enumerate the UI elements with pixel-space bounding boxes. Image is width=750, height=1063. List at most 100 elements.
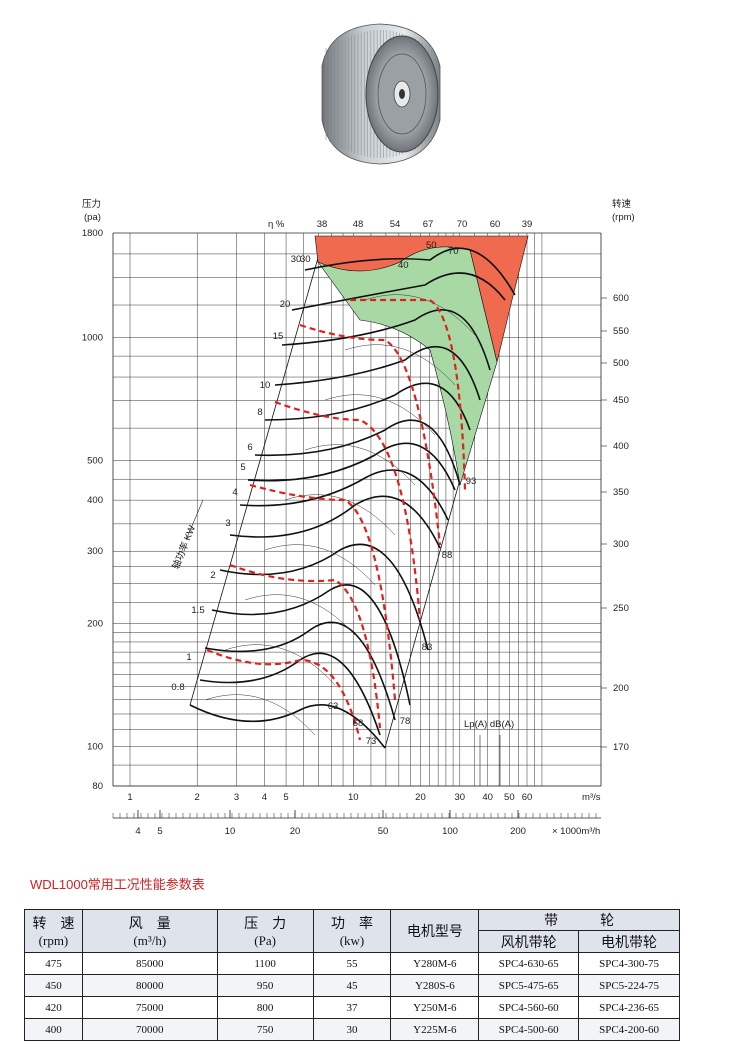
efficiency-label: η %: [268, 219, 285, 230]
table-row: 475 85000 1100 55 Y280M-6 SPC4-630-65 SPC4-300…: [24, 952, 680, 975]
fan-speed-curve: [291, 272, 506, 311]
x-bottom-tick: 10: [225, 826, 236, 837]
table-row: 420 75000 800 37 Y250M-6 SPC4-560-60 SPC4-236-…: [24, 996, 680, 1019]
efficiency-inner-label: 50: [426, 240, 437, 251]
x-bottom-tick: 5: [157, 826, 162, 837]
table-cell: 450: [24, 974, 83, 997]
table-cell: 475: [24, 952, 83, 975]
iso-efficiency-curve: [264, 544, 376, 586]
efficiency-inner-label: 40: [398, 260, 409, 271]
x-top-tick: 1: [127, 792, 132, 803]
y-right-tick: 600: [613, 293, 629, 304]
fan-speed-curve: [239, 469, 449, 521]
fan-speed-curve: [264, 382, 471, 431]
header-fan-pulley: 风机带轮: [478, 930, 580, 953]
x-top-tick: 60: [522, 792, 533, 803]
noise-tick: 73: [366, 736, 377, 747]
x-bottom-tick: 200: [510, 826, 526, 837]
y-right-tick: 350: [613, 487, 629, 498]
table-cell: 950: [216, 974, 314, 997]
shaft-power-label: 轴功率 KW: [170, 524, 199, 572]
iso-efficiency-curve: [364, 294, 476, 336]
y-right-tick: 500: [613, 358, 629, 369]
shaft-power-tick: 5: [240, 462, 245, 473]
shaft-power-tick: 10: [260, 380, 271, 391]
noise-tick: 88: [442, 550, 453, 561]
header-pressure: 压 力 (Pa): [216, 909, 314, 953]
table-cell: 70000: [81, 1018, 218, 1041]
shaft-power-tick: 3: [225, 518, 230, 529]
shaft-power-tick: 4: [232, 487, 237, 498]
x-bottom-tick: 50: [378, 826, 389, 837]
y-right-tick: 170: [613, 742, 629, 753]
table-cell: SPC4-200-60: [578, 1018, 680, 1041]
left-boundary: [189, 257, 319, 706]
shaft-power-tick: 1: [186, 652, 191, 663]
efficiency-tick: 60: [490, 219, 501, 230]
selected-duty-curve: [249, 483, 397, 701]
y-left-label: 压力: [82, 198, 101, 210]
table-cell: 37: [312, 996, 392, 1019]
fan-speed-curve: [204, 621, 396, 721]
table-cell: Y225M-6: [390, 1018, 480, 1041]
table-cell: 1100: [216, 952, 314, 975]
efficiency-inner-label: 30: [300, 254, 311, 265]
table-cell: 750: [216, 1018, 314, 1041]
selected-duty-curve: [299, 323, 442, 546]
header-motor: 电机型号: [390, 909, 480, 953]
efficiency-tick: 39: [522, 219, 533, 230]
iso-efficiency-curve: [244, 594, 356, 636]
y-left-tick: 100: [87, 741, 103, 752]
x-top-tick: 40: [482, 792, 493, 803]
x-bottom-unit: × 1000m³/h: [552, 826, 600, 837]
table-cell: 800: [216, 996, 314, 1019]
y-right-tick: 250: [613, 603, 629, 614]
table-cell: Y280S-6: [390, 974, 480, 997]
fan-speed-curve: [304, 247, 516, 296]
table-cell: SPC4-500-60: [478, 1018, 580, 1041]
y-left-tick: 200: [87, 618, 103, 629]
table-row: 450 80000 950 45 Y280S-6 SPC5-475-65 SPC5-224-…: [24, 974, 680, 997]
shaft-power-tick: 0.8: [171, 682, 184, 693]
fan-speed-curve: [211, 584, 411, 706]
y-right-tick: 450: [613, 395, 629, 406]
table-cell: 400: [24, 1018, 83, 1041]
efficiency-tick: 38: [317, 219, 328, 230]
table-cell: 85000: [81, 952, 218, 975]
iso-efficiency-curve: [284, 494, 396, 536]
y-right-tick: 200: [613, 683, 629, 694]
selected-duty-curve: [229, 563, 382, 729]
iso-efficiency-curve: [224, 644, 336, 686]
shaft-power-tick: 6: [247, 442, 252, 453]
table-cell: 80000: [81, 974, 218, 997]
fan-speed-curve: [274, 345, 481, 401]
x-bottom-tick: 100: [442, 826, 458, 837]
y-left-tick: 300: [87, 546, 103, 557]
fan-speed-curve: [229, 495, 441, 549]
y-left-tick: 1000: [82, 332, 103, 343]
x-top-unit: m³/s: [582, 792, 601, 803]
header-flow: 风 量 (m³/h): [81, 909, 218, 953]
table-cell: SPC4-236-65: [578, 996, 680, 1019]
efficiency-tick: 67: [423, 219, 434, 230]
selected-duty-curve: [349, 298, 467, 491]
header-pulley: 带 轮: [478, 909, 680, 931]
iso-efficiency-curve: [204, 694, 316, 736]
fan-performance-chart: 1800100050040030020010080600550500450400…: [82, 198, 635, 837]
header-power: 功 率 (kw): [312, 909, 392, 953]
table-cell: SPC5-224-75: [578, 974, 680, 997]
shaft-power-tick: 1.5: [191, 605, 204, 616]
table-cell: SPC4-560-60: [478, 996, 580, 1019]
table-row: 400 70000 750 30 Y225M-6 SPC4-500-60 SPC4-200-…: [24, 1018, 680, 1041]
x-top-tick: 2: [195, 792, 200, 803]
iso-efficiency-curve: [344, 344, 456, 386]
table-cell: 420: [24, 996, 83, 1019]
shaft-power-label-line: [185, 499, 204, 541]
shaft-power-tick: 20: [280, 299, 291, 310]
table-cell: 55: [312, 952, 392, 975]
y-right-label: 转速: [612, 198, 632, 210]
shaft-power-tick: 8: [257, 407, 262, 418]
y-right-tick: 400: [613, 441, 629, 452]
header-speed: 转 速 (rpm): [24, 909, 83, 953]
efficiency-inner-label: 70: [448, 246, 459, 257]
